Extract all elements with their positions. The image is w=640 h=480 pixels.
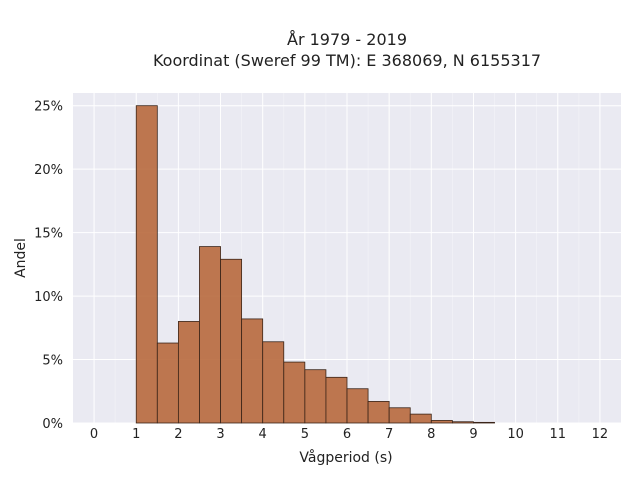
x-tick-label: 4 <box>259 427 267 442</box>
histogram-bar <box>283 361 306 424</box>
histogram-bar <box>177 321 200 424</box>
x-tick-label: 3 <box>216 427 224 442</box>
histogram-bar <box>156 342 179 424</box>
chart-title-line-1: År 1979 - 2019 <box>287 30 407 49</box>
y-tick-label: 5% <box>42 354 63 369</box>
x-tick-label: 12 <box>592 427 609 442</box>
histogram-bar <box>409 413 432 424</box>
histogram-bar <box>135 105 158 424</box>
y-tick-label: 15% <box>34 227 63 242</box>
x-tick-label: 7 <box>385 427 393 442</box>
x-tick-label: 9 <box>469 427 477 442</box>
histogram-bar <box>325 376 348 424</box>
chart-title-line-2: Koordinat (Sweref 99 TM): E 368069, N 61… <box>153 51 541 70</box>
x-tick-label: 10 <box>507 427 524 442</box>
y-tick-label: 20% <box>34 163 63 178</box>
x-tick-label: 8 <box>427 427 435 442</box>
histogram-bar <box>220 258 243 424</box>
histogram-bar <box>346 388 369 424</box>
y-tick-label: 25% <box>34 100 63 115</box>
x-axis-label: Vågperiod (s) <box>299 449 392 466</box>
histogram-bar <box>388 407 411 424</box>
y-axis-label: Andel <box>13 238 29 278</box>
histogram-bar <box>304 369 327 424</box>
x-tick-label: 5 <box>301 427 309 442</box>
x-tick-label: 6 <box>343 427 351 442</box>
histogram-bar <box>430 420 453 424</box>
histogram-bar <box>262 341 285 424</box>
y-tick-labels: 0% 5% 10% 15% 20% 25% <box>34 100 63 432</box>
histogram-bar <box>473 421 495 424</box>
x-tick-label: 0 <box>90 427 98 442</box>
x-tick-labels: 0 1 2 3 4 5 6 7 8 9 10 11 12 <box>90 427 608 442</box>
y-tick-label: 0% <box>42 417 63 432</box>
histogram-bar <box>451 421 474 424</box>
x-tick-label: 1 <box>132 427 140 442</box>
y-tick-label: 10% <box>34 290 63 305</box>
x-tick-label: 2 <box>174 427 182 442</box>
histogram-bar <box>199 246 221 424</box>
x-tick-label: 11 <box>549 427 566 442</box>
histogram-bar <box>241 318 264 424</box>
histogram-bar <box>367 401 390 424</box>
bar-series <box>135 105 495 424</box>
